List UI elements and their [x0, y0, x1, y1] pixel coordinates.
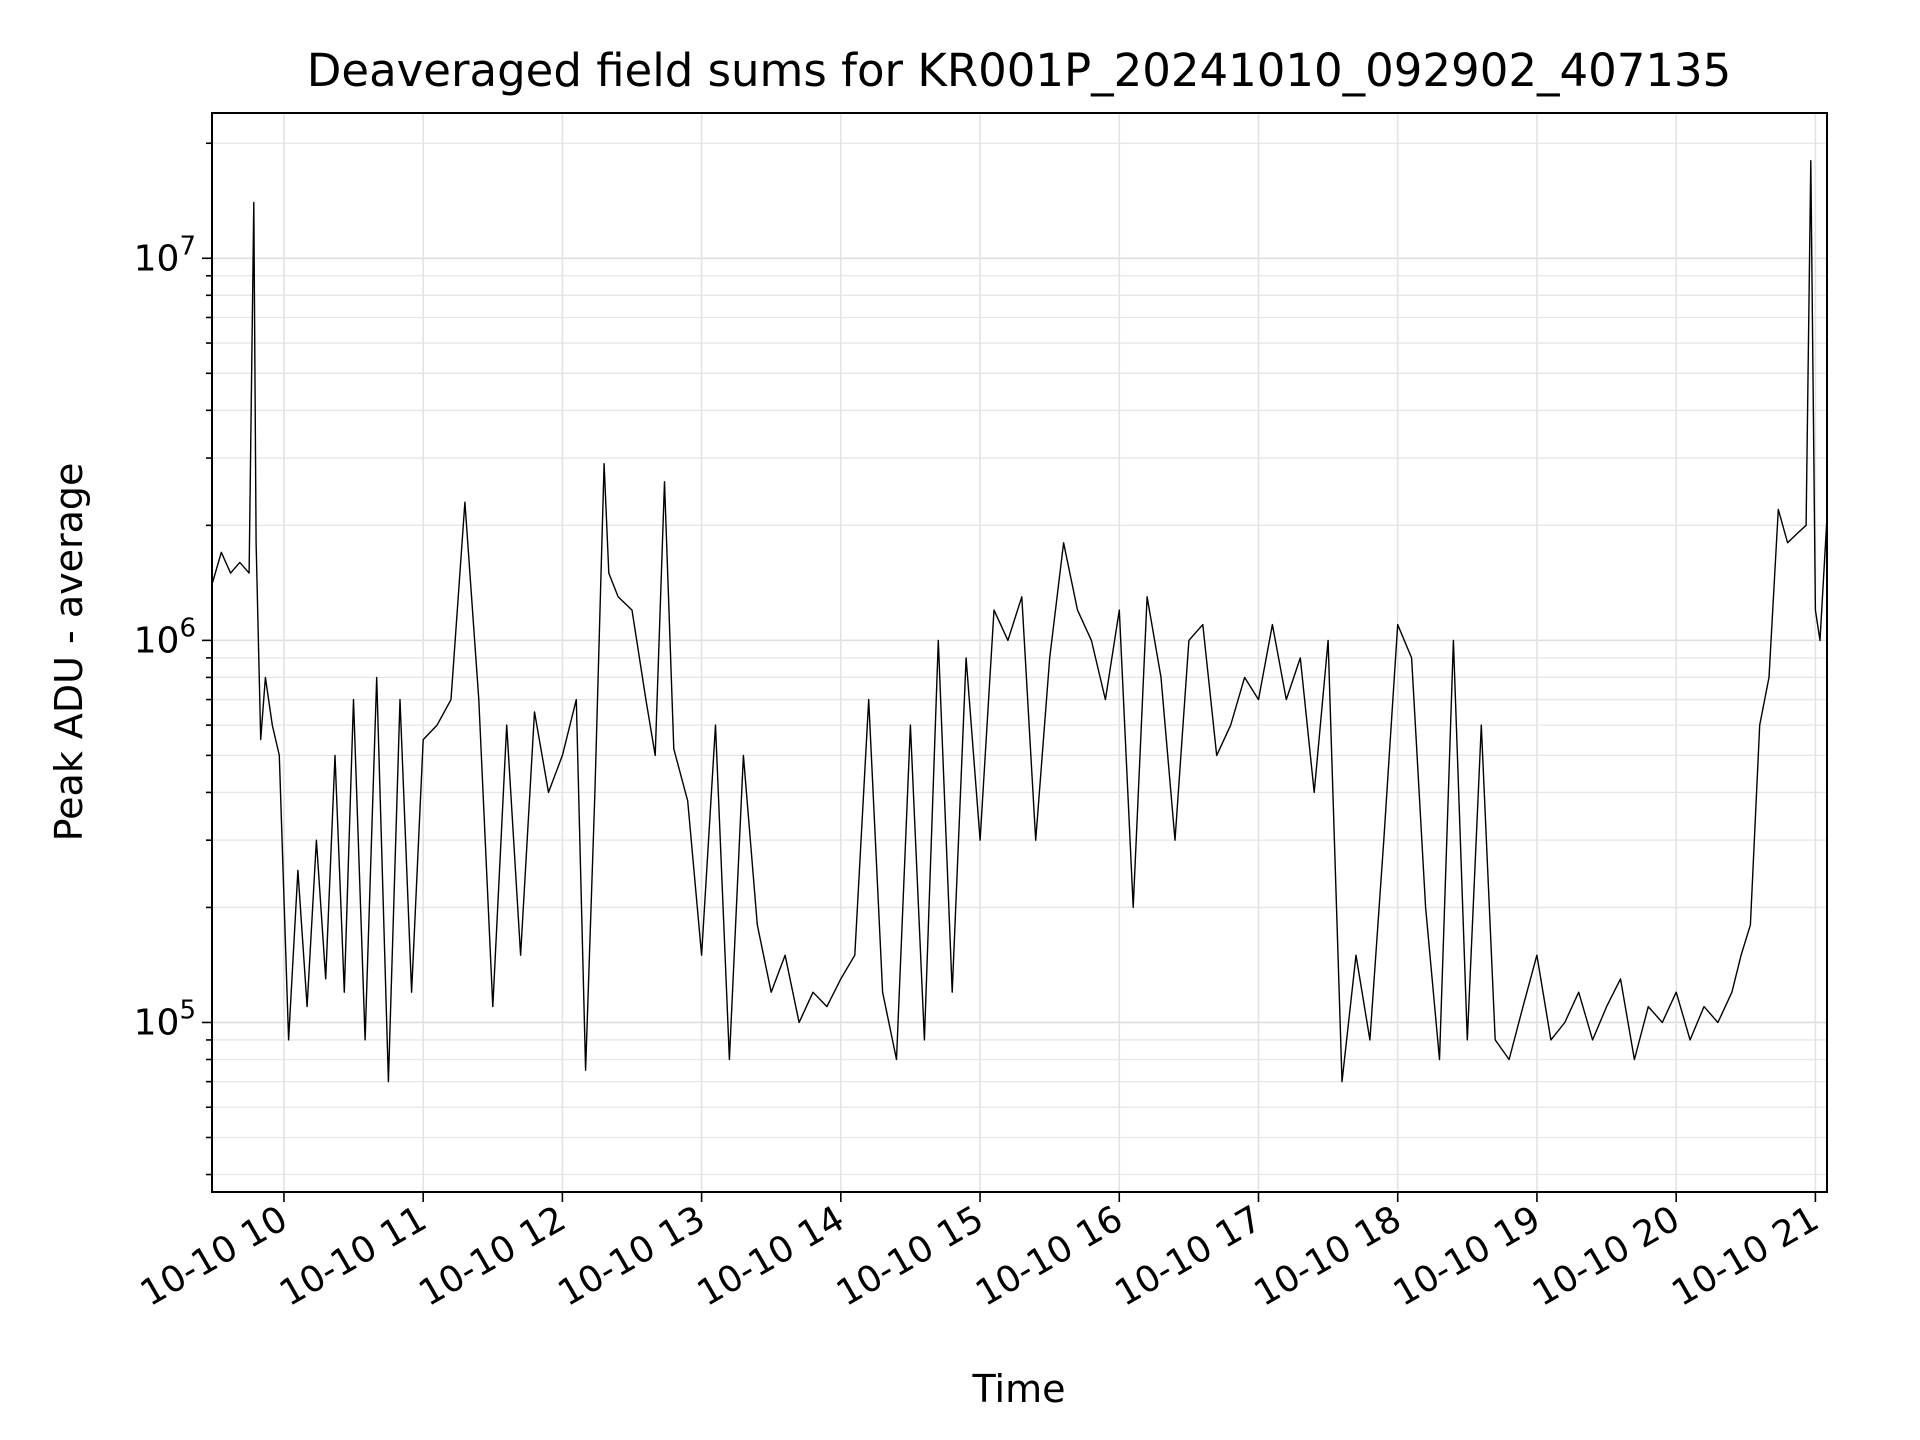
y-tick-label: 107 [134, 231, 196, 279]
series-line [211, 159, 1828, 1083]
y-axis-label: Peak ADU - average [47, 463, 91, 842]
y-tick-label: 105 [134, 995, 196, 1043]
grid [212, 113, 1827, 1192]
axes-ticks [202, 142, 1817, 1202]
plot-frame [211, 112, 1828, 1193]
series-area [211, 159, 1828, 1083]
x-axis-label: Time [972, 1367, 1066, 1411]
y-tick-label: 106 [134, 613, 196, 661]
chart-title: Deaveraged field sums for KR001P_2024101… [307, 44, 1731, 97]
